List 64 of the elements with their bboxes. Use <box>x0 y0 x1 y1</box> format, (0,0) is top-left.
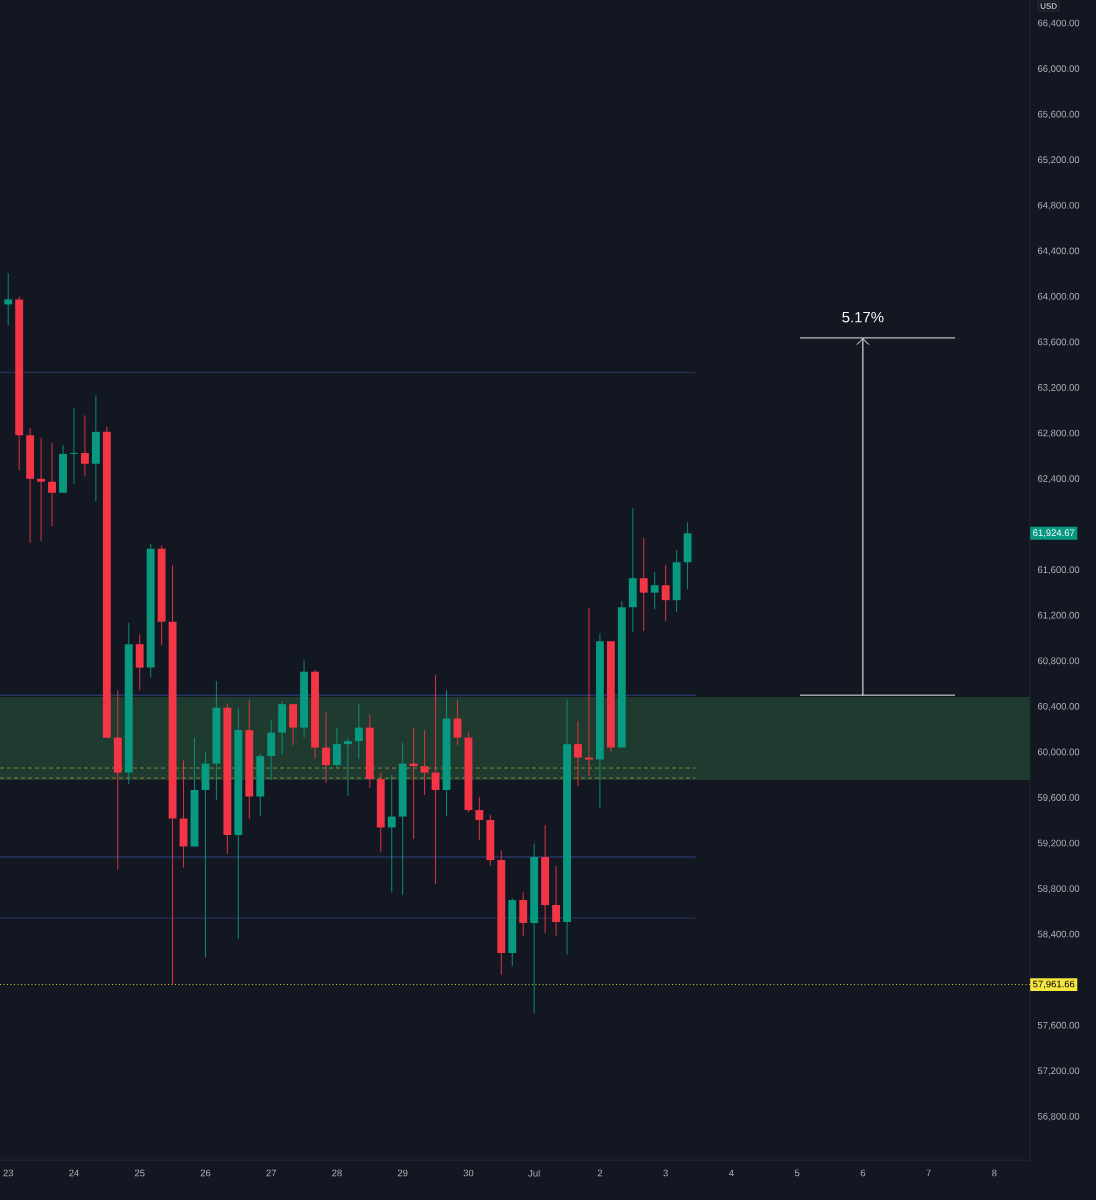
x-tick-label: 4 <box>728 1169 734 1177</box>
y-tick-label: 64,400.00 <box>1037 247 1080 256</box>
x-tick-label: 25 <box>134 1169 145 1177</box>
candlestick <box>48 442 56 527</box>
candlestick <box>585 607 593 777</box>
x-tick-label: 27 <box>266 1169 276 1177</box>
candlestick <box>650 571 659 610</box>
y-tick-label: 59,600.00 <box>1037 794 1080 802</box>
y-tick-label: 57,600.00 <box>1037 1021 1080 1030</box>
y-tick-label: 59,200.00 <box>1037 839 1080 848</box>
y-tick-label: 64,000.00 <box>1037 293 1080 301</box>
x-tick-label: 30 <box>463 1169 474 1177</box>
y-tick-label: 65,600.00 <box>1037 110 1080 119</box>
candlestick <box>420 729 429 796</box>
x-tick-label: 28 <box>332 1169 342 1177</box>
x-tick-label: Jul <box>528 1169 540 1177</box>
x-tick-label: 5 <box>794 1169 800 1177</box>
candlestick <box>80 414 89 477</box>
ref-line-label: 57,961.66 <box>1033 980 1075 989</box>
x-tick-label: 2 <box>597 1169 603 1177</box>
y-tick-label: 63,600.00 <box>1037 338 1080 347</box>
x-tick-label: 23 <box>3 1169 14 1177</box>
candlestick <box>639 537 648 632</box>
candlestick <box>267 719 276 781</box>
annotation: 5.17% <box>842 311 884 323</box>
candlestick <box>354 703 363 760</box>
y-tick-label: 66,400.00 <box>1037 19 1080 28</box>
y-tick-label: 64,800.00 <box>1037 201 1080 210</box>
candlestick <box>322 712 330 784</box>
y-tick-label: 60,000.00 <box>1037 748 1080 757</box>
x-tick-label: 26 <box>200 1169 211 1177</box>
y-tick-label: 61,600.00 <box>1037 566 1080 575</box>
y-tick-label: 60,800.00 <box>1037 657 1080 666</box>
y-tick-label: 62,800.00 <box>1037 429 1080 438</box>
x-tick-label: 3 <box>663 1169 668 1177</box>
candlestick <box>661 564 670 622</box>
candlestick <box>37 437 46 542</box>
y-tick-label: 62,400.00 <box>1037 475 1080 484</box>
candlestick <box>289 703 298 746</box>
x-tick-label: 29 <box>397 1169 408 1177</box>
candlestick <box>574 720 582 787</box>
y-tick-label: 58,800.00 <box>1037 885 1080 894</box>
y-tick-label: 57,200.00 <box>1037 1067 1080 1076</box>
candlestick <box>332 727 341 769</box>
candlestick <box>70 407 78 485</box>
candlestick <box>4 273 13 326</box>
x-tick-label: 7 <box>926 1169 931 1177</box>
y-tick-label: 63,200.00 <box>1037 384 1080 392</box>
candlestick <box>475 796 484 841</box>
candlestick <box>387 774 396 893</box>
x-tick-label: 8 <box>992 1169 997 1177</box>
x-tick-label: 24 <box>69 1169 79 1177</box>
y-tick-label: 61,200.00 <box>1037 611 1080 620</box>
x-tick-label: 6 <box>860 1169 866 1177</box>
candlestick <box>552 865 561 937</box>
y-tick-label: 56,800.00 <box>1037 1112 1080 1121</box>
y-tick-label: 65,200.00 <box>1037 156 1080 165</box>
candlestick <box>519 892 528 937</box>
candlestick <box>135 633 144 691</box>
text: 61,924.67 <box>1033 529 1075 538</box>
y-tick-label: 60,400.00 <box>1037 702 1080 711</box>
y-tick-label: 66,000.00 <box>1037 65 1080 74</box>
candlestick <box>343 737 352 797</box>
y-tick-label: 58,400.00 <box>1037 930 1080 939</box>
